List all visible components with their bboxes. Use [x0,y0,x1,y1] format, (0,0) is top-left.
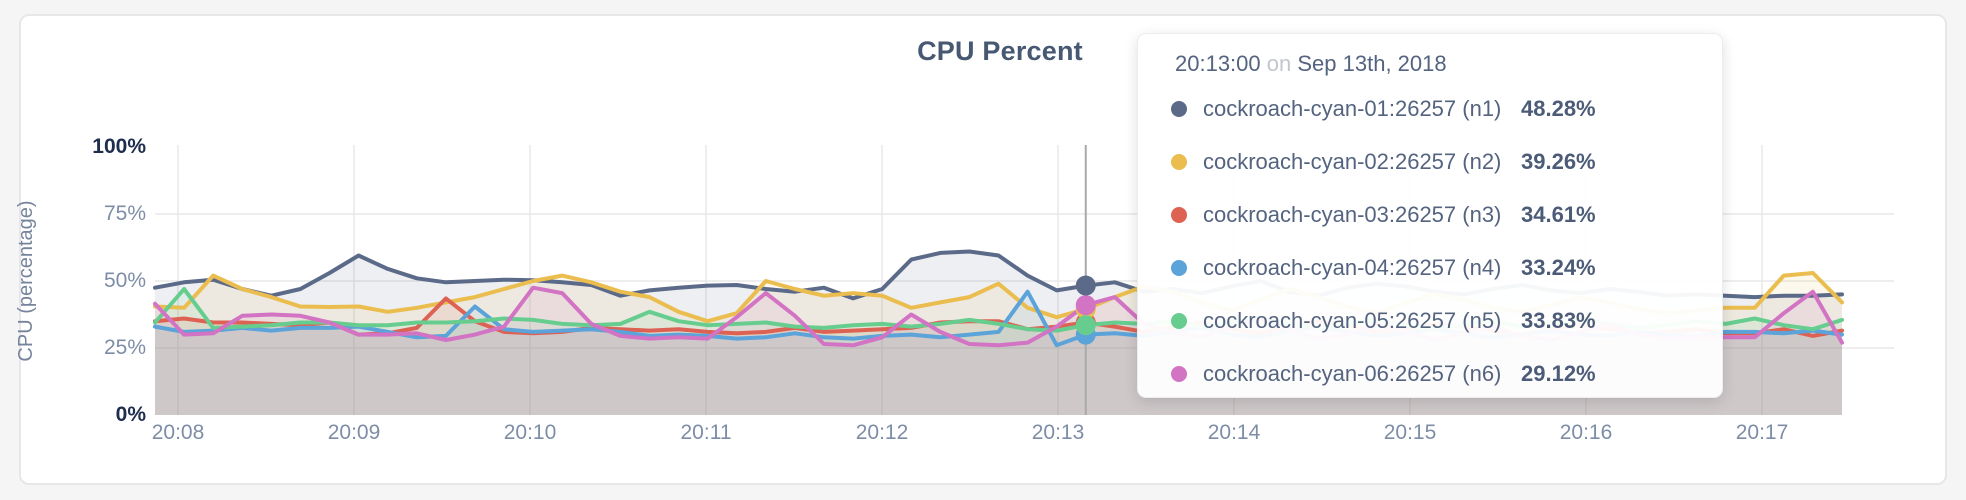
y-tick-label-75: 75% [103,202,146,225]
tooltip-series-dot-icon [1171,153,1187,170]
hover-dot-n5 [1075,315,1096,336]
tooltip-series-value: 29.12% [1521,360,1596,386]
tooltip-series-label: cockroach-cyan-05:26257 (n5) [1203,307,1502,333]
tooltip-series-label: cockroach-cyan-04:26257 (n4) [1203,254,1502,280]
hover-dot-n6 [1075,295,1096,316]
tooltip-series-label: cockroach-cyan-03:26257 (n3) [1203,201,1502,227]
x-tick-label-2009: 20:09 [327,421,381,444]
tooltip-row-n6: cockroach-cyan-06:26257 (n6) 29.12% [1138,347,1722,400]
tooltip-series-label: cockroach-cyan-02:26257 (n2) [1203,148,1502,174]
tooltip-series-label: cockroach-cyan-06:26257 (n6) [1203,360,1502,386]
tooltip-series-dot-icon [1171,312,1187,329]
tooltip-series-value: 34.61% [1521,201,1596,227]
tooltip-row-n5: cockroach-cyan-05:26257 (n5) 33.83% [1138,294,1722,347]
y-tick-label-25: 25% [103,336,146,359]
tooltip-row-n2: cockroach-cyan-02:26257 (n2) 39.26% [1138,135,1722,188]
x-tick-label-2015: 20:15 [1383,421,1437,444]
x-tick-label-2013: 20:13 [1031,421,1085,444]
tooltip-series-value: 33.83% [1521,307,1596,333]
x-tick-label-2014: 20:14 [1207,421,1261,444]
tooltip-series-dot-icon [1171,259,1187,276]
tooltip-series-value: 39.26% [1521,148,1596,174]
x-tick-label-2010: 20:10 [503,421,557,444]
x-tick-label-2008: 20:08 [151,421,205,444]
x-tick-label-2017: 20:17 [1735,421,1789,444]
tooltip-header: 20:13:00 on Sep 13th, 2018 [1138,34,1722,82]
tooltip-series-value: 48.28% [1521,95,1596,121]
hover-dot-n1 [1075,275,1096,296]
tooltip-row-n4: cockroach-cyan-04:26257 (n4) 33.24% [1138,241,1722,294]
chart-title: CPU Percent [917,36,1083,66]
tooltip-date: Sep 13th, 2018 [1297,51,1447,76]
tooltip-series-label: cockroach-cyan-01:26257 (n1) [1203,95,1502,121]
tooltip-row-n3: cockroach-cyan-03:26257 (n3) 34.61% [1138,188,1722,241]
hover-crosshair [1075,145,1096,415]
tooltip-rows: cockroach-cyan-01:26257 (n1) 48.28% cockro… [1138,82,1722,400]
tooltip-row-n1: cockroach-cyan-01:26257 (n1) 48.28% [1138,82,1722,135]
tooltip-time: 20:13:00 [1175,51,1261,76]
y-tick-label-0: 0% [115,403,146,426]
y-tick-label-100: 100% [92,135,146,158]
tooltip-series-dot-icon [1171,100,1187,117]
hover-tooltip: 20:13:00 on Sep 13th, 2018 cockroach-cya… [1137,33,1723,398]
tooltip-connector: on [1266,51,1292,76]
y-tick-label-50: 50% [103,269,146,292]
x-tick-label-2016: 20:16 [1559,421,1613,444]
tooltip-series-value: 33.24% [1521,254,1596,280]
x-tick-label-2012: 20:12 [855,421,909,444]
tooltip-series-dot-icon [1171,365,1187,382]
x-tick-label-2011: 20:11 [680,421,732,444]
tooltip-series-dot-icon [1171,206,1187,223]
